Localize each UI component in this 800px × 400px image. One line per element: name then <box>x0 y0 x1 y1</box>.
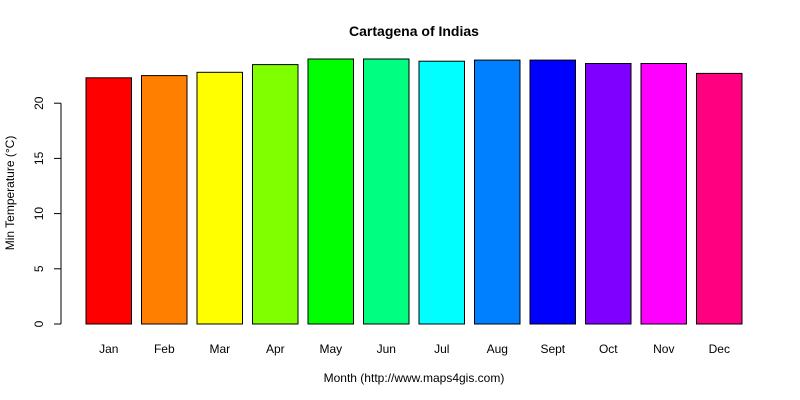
bar-jan <box>85 77 132 325</box>
x-tick-label: May <box>319 342 342 356</box>
bar-dec <box>696 72 743 325</box>
x-tick-label: Sept <box>540 342 565 356</box>
y-tick-label: 5 <box>32 265 46 272</box>
x-tick-labels: Jan Feb Mar Apr May Jun Jul Aug Sept Oct Nov Dec <box>99 342 730 356</box>
x-tick-label: Dec <box>709 342 730 356</box>
bar-may <box>307 58 354 325</box>
x-tick-label: Apr <box>266 342 285 356</box>
y-tick-label: 10 <box>32 207 46 221</box>
x-tick-label: Jul <box>434 342 449 356</box>
x-tick-label: Aug <box>487 342 508 356</box>
x-tick-label: Mar <box>209 342 230 356</box>
x-tick-label: Jun <box>377 342 396 356</box>
x-tick-label: Jan <box>99 342 118 356</box>
x-tick-label: Oct <box>599 342 618 356</box>
chart-title: Cartagena of Indias <box>349 23 479 39</box>
bar-sept <box>529 59 576 325</box>
x-tick-label: Nov <box>653 342 674 356</box>
bar-jul <box>418 60 465 325</box>
bar-mar <box>196 71 243 325</box>
bar-nov <box>640 63 687 325</box>
y-tick-label: 15 <box>32 151 46 165</box>
y-tick-label: 0 <box>32 320 46 327</box>
bar-aug <box>474 59 521 325</box>
x-axis-label: Month (http://www.maps4gis.com) <box>324 371 505 385</box>
x-tick-label: Feb <box>154 342 175 356</box>
bar-apr <box>252 64 299 325</box>
y-tick-label: 20 <box>32 96 46 110</box>
y-axis: 0 5 10 15 20 <box>32 96 62 327</box>
y-axis-label: Min Temperature (°C) <box>3 136 17 251</box>
bars-group <box>85 58 743 325</box>
bar-oct <box>585 63 632 325</box>
bar-jun <box>363 58 410 325</box>
bar-feb <box>141 75 188 325</box>
